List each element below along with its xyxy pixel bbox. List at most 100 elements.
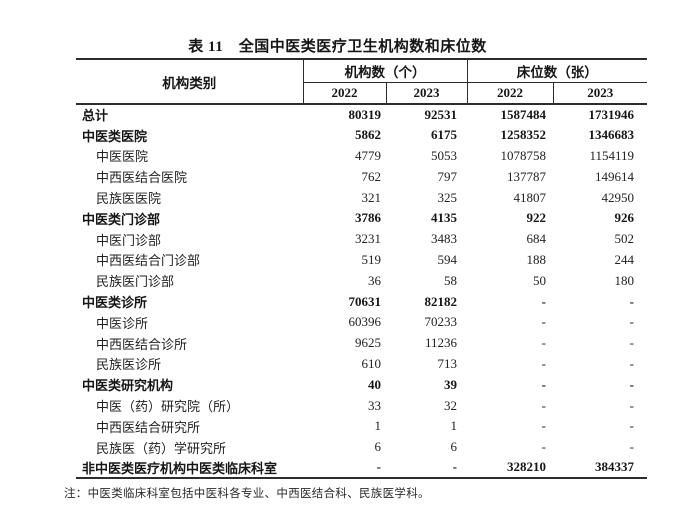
cell-institutions-2023: 58	[444, 272, 457, 288]
cell-beds-2023: -	[629, 314, 634, 330]
row-label: 总计	[82, 108, 109, 124]
cell-beds-2023: 180	[614, 272, 635, 288]
cell-institutions-2023: -	[452, 459, 457, 475]
row-label: 中医诊所	[96, 315, 149, 331]
cell-institutions-2022: 9625	[355, 335, 381, 351]
table-row: 中西医结合医院 762 797 137787 149614	[76, 166, 647, 187]
cell-beds-2023: -	[629, 376, 634, 392]
row-label: 民族医诊所	[96, 357, 162, 373]
cell-institutions-2023: 6175	[431, 127, 457, 143]
row-label: 民族医门诊部	[96, 274, 175, 290]
table-body: 总计 80319 92531 1587484 1731946 中医类医院 586…	[76, 104, 647, 478]
header-group-row: 机构类别 机构数（个） 床位数（张）	[76, 59, 647, 105]
table-header: 机构类别 机构数（个） 床位数（张） 2022 2023 2022 2023	[76, 59, 647, 105]
cell-beds-2023: 149614	[595, 168, 634, 184]
cell-beds-2022: 41807	[513, 189, 547, 205]
cell-institutions-2022: 5862	[355, 127, 381, 143]
cell-institutions-2023: 39	[444, 376, 457, 392]
table-row: 民族医门诊部 36 58 50 180	[76, 270, 647, 291]
row-label: 中西医结合门诊部	[96, 253, 201, 269]
cell-beds-2022: -	[541, 314, 546, 330]
cell-institutions-2022: 3786	[355, 210, 381, 226]
table-row: 中医类研究机构 40 39 - -	[76, 374, 647, 395]
row-label: 中医类研究机构	[82, 378, 174, 394]
cell-institutions-2023: 713	[437, 355, 458, 371]
table-row: 中西医结合诊所 9625 11236 - -	[76, 333, 647, 354]
cell-beds-2022: 328210	[507, 459, 546, 475]
cell-institutions-2022: 610	[361, 355, 382, 371]
row-label: 民族医（药）学研究所	[96, 440, 227, 456]
cell-institutions-2022: 33	[368, 397, 381, 413]
column-header-category: 机构类别	[76, 59, 304, 105]
cell-beds-2023: -	[629, 355, 634, 371]
cell-beds-2023: -	[629, 418, 634, 434]
cell-institutions-2023: 797	[437, 168, 458, 184]
row-label: 中医类诊所	[82, 295, 148, 311]
cell-institutions-2023: 4135	[431, 210, 457, 226]
cell-beds-2023: -	[629, 397, 634, 413]
cell-institutions-2022: 4779	[355, 147, 381, 163]
column-group-institution-count: 机构数（个）	[303, 59, 468, 83]
cell-institutions-2023: 325	[437, 189, 458, 205]
header-year-row: 2022 2023 2022 2023	[76, 82, 647, 105]
table-row: 非中医类医疗机构中医类临床科室 - - 328210 384337	[76, 458, 647, 479]
cell-institutions-2022: 762	[361, 168, 382, 184]
table-row: 中西医结合研究所 1 1 - -	[76, 416, 647, 437]
cell-beds-2023: 42950	[601, 189, 635, 205]
table-row: 民族医诊所 610 713 - -	[76, 354, 647, 375]
cell-institutions-2022: 40	[368, 376, 381, 392]
cell-institutions-2023: 82182	[424, 293, 458, 309]
cell-beds-2022: 922	[526, 210, 547, 226]
cell-beds-2022: 1078758	[500, 147, 547, 163]
cell-institutions-2022: 1	[374, 418, 382, 434]
footnote: 注：中医类临床科室包括中医科各专业、中西医结合科、民族医学科。	[64, 488, 430, 500]
cell-beds-2022: -	[541, 293, 546, 309]
table-row: 中西医结合门诊部 519 594 188 244	[76, 250, 647, 271]
cell-beds-2023: -	[629, 293, 634, 309]
cell-beds-2023: 1731946	[588, 106, 635, 122]
cell-institutions-2022: 321	[361, 189, 382, 205]
cell-beds-2022: 188	[526, 251, 547, 267]
cell-beds-2022: 1587484	[500, 106, 547, 122]
cell-beds-2023: 1154119	[589, 147, 634, 163]
cell-beds-2022: 137787	[507, 168, 546, 184]
cell-institutions-2023: 3483	[431, 231, 457, 247]
cell-beds-2023: 384337	[595, 459, 634, 475]
cell-institutions-2022: 519	[361, 251, 382, 267]
cell-beds-2023: 244	[614, 251, 635, 267]
row-label: 非中医类医疗机构中医类临床科室	[82, 460, 278, 476]
cell-institutions-2023: 1	[450, 418, 458, 434]
cell-institutions-2022: 60396	[348, 314, 382, 330]
row-label: 中医门诊部	[96, 232, 162, 248]
cell-beds-2022: -	[541, 418, 546, 434]
cell-institutions-2022: 36	[368, 272, 381, 288]
cell-beds-2023: 502	[614, 231, 635, 247]
cell-beds-2022: -	[541, 397, 546, 413]
cell-beds-2022: -	[541, 376, 546, 392]
cell-beds-2022: -	[541, 335, 546, 351]
cell-institutions-2023: 32	[444, 397, 457, 413]
table-row: 中医诊所 60396 70233 - -	[76, 312, 647, 333]
table-title: 表 11 全国中医类医疗卫生机构数和床位数	[188, 39, 487, 55]
cell-institutions-2022: 80319	[348, 106, 382, 122]
cell-beds-2022: -	[541, 355, 546, 371]
cell-beds-2022: 1258352	[500, 127, 547, 143]
statistics-table: 机构类别 机构数（个） 床位数（张） 2022 2023 2022 2023 总…	[76, 58, 647, 480]
row-label: 中西医结合研究所	[96, 419, 201, 435]
table-row: 民族医（药）学研究所 6 6 - -	[76, 437, 647, 458]
table-row: 中医类诊所 70631 82182 - -	[76, 291, 647, 312]
cell-beds-2022: 684	[526, 231, 547, 247]
cell-beds-2022: -	[541, 439, 546, 455]
column-header-institutions-2022: 2022	[303, 82, 387, 105]
column-header-beds-2022: 2022	[467, 82, 554, 105]
column-group-bed-count: 床位数（张）	[467, 59, 647, 83]
cell-beds-2023: -	[629, 439, 634, 455]
cell-institutions-2023: 11236	[424, 335, 457, 351]
cell-institutions-2022: -	[376, 459, 381, 475]
cell-institutions-2022: 70631	[348, 293, 382, 309]
cell-beds-2023: -	[629, 335, 634, 351]
table-row: 中医（药）研究院（所） 33 32 - -	[76, 395, 647, 416]
cell-institutions-2022: 3231	[355, 231, 381, 247]
column-header-institutions-2023: 2023	[386, 82, 468, 105]
